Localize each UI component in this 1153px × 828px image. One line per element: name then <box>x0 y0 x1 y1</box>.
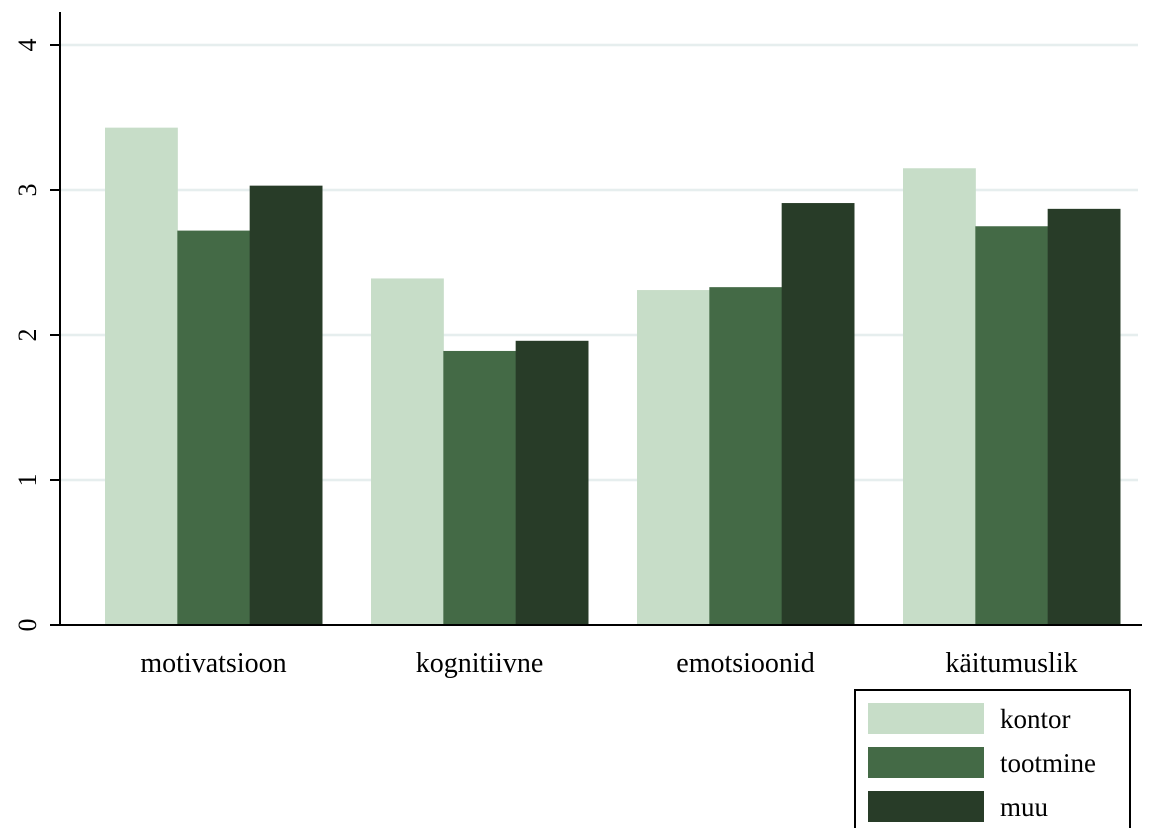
y-tick-label: 2 <box>13 329 42 342</box>
bar-kontor-motivatsioon <box>105 127 178 626</box>
x-category-label: kognitiivne <box>416 648 544 679</box>
bar-muu-kognitiivne <box>515 340 589 625</box>
bar-muu-emotsioonid <box>781 203 855 626</box>
y-tick-label: 4 <box>13 39 42 52</box>
bar-tootmine-emotsioonid <box>709 287 783 625</box>
bar-tootmine-käitumuslik <box>975 226 1049 625</box>
bars <box>105 127 1121 626</box>
y-tick-label: 0 <box>13 619 42 632</box>
bar-muu-käitumuslik <box>1047 208 1121 625</box>
x-category-label: motivatsioon <box>140 648 286 679</box>
legend-swatch-kontor <box>868 703 984 734</box>
axes: 0 1 2 3 4 motivatsioon kognitiivne emotsioonid k… <box>13 12 1142 679</box>
x-category-label: käitumuslik <box>945 648 1077 679</box>
bar-tootmine-motivatsioon <box>177 230 251 625</box>
legend-label-tootmine: tootmine <box>1000 748 1096 778</box>
legend-label-kontor: kontor <box>1000 704 1071 734</box>
x-category-label: emotsioonid <box>676 648 814 679</box>
legend-label-muu: muu <box>1000 792 1049 822</box>
y-tick-label: 1 <box>13 474 42 487</box>
bar-tootmine-kognitiivne <box>443 350 517 625</box>
bar-kontor-kognitiivne <box>371 278 444 625</box>
bar-muu-motivatsioon <box>249 185 323 625</box>
bar-kontor-käitumuslik <box>903 168 976 625</box>
legend-swatch-muu <box>868 791 984 822</box>
legend: kontor tootmine muu <box>854 689 1131 828</box>
y-tick-label: 3 <box>13 184 42 197</box>
legend-swatch-tootmine <box>868 747 984 778</box>
bar-kontor-emotsioonid <box>637 290 710 625</box>
